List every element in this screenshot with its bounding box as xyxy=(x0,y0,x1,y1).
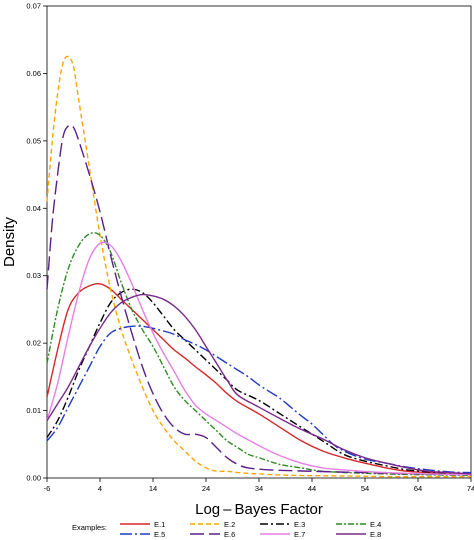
series-line-e4 xyxy=(46,232,472,476)
legend-label: E.6 xyxy=(224,530,235,539)
x-tick-label: 74 xyxy=(467,484,474,493)
legend-label: E.3 xyxy=(294,520,305,529)
series-lines xyxy=(46,55,472,478)
series-line-e2 xyxy=(46,55,472,478)
x-tick-label: 44 xyxy=(308,484,316,493)
legend: E.1 E.2 E.3 E.4 E.5 E.6 E.7 E.8 xyxy=(120,520,381,539)
legend-label: E.1 xyxy=(154,520,165,529)
x-tick-label: -6 xyxy=(44,484,51,493)
y-tick-label: 0.01 xyxy=(26,406,41,415)
x-tick-label: 54 xyxy=(361,484,369,493)
y-tick-label: 0.00 xyxy=(26,474,41,483)
series-line-e6 xyxy=(46,124,472,476)
y-tick-label: 0.02 xyxy=(26,339,41,348)
legend-label: E.2 xyxy=(224,520,235,529)
legend-title: Examples: xyxy=(72,523,107,532)
legend-label: E.5 xyxy=(154,530,165,539)
legend-label: E.8 xyxy=(370,530,381,539)
legend-label: E.4 xyxy=(370,520,381,529)
x-tick-label: 24 xyxy=(202,484,210,493)
x-axis: -6 4 14 24 34 44 54 64 74 xyxy=(44,478,474,493)
x-tick-label: 14 xyxy=(149,484,157,493)
legend-label: E.7 xyxy=(294,530,305,539)
y-tick-label: 0.03 xyxy=(26,271,41,280)
series-line-e8 xyxy=(46,293,472,475)
series-line-e1 xyxy=(46,282,472,476)
x-tick-label: 34 xyxy=(255,484,263,493)
y-tick-label: 0.06 xyxy=(26,69,41,78)
x-tick-label: 64 xyxy=(414,484,422,493)
y-axis: 0.00 0.01 0.02 0.03 0.04 0.05 0.06 0.07 xyxy=(26,2,47,483)
y-tick-label: 0.07 xyxy=(26,2,41,11)
y-axis-title: Density xyxy=(1,216,18,267)
x-axis-title: Log – Bayes Factor xyxy=(195,501,323,518)
y-tick-label: 0.04 xyxy=(26,204,41,213)
y-tick-label: 0.05 xyxy=(26,136,41,145)
series-line-e7 xyxy=(46,241,472,476)
series-line-e3 xyxy=(46,288,472,475)
x-tick-label: 4 xyxy=(98,484,102,493)
series-line-e5 xyxy=(46,325,472,474)
